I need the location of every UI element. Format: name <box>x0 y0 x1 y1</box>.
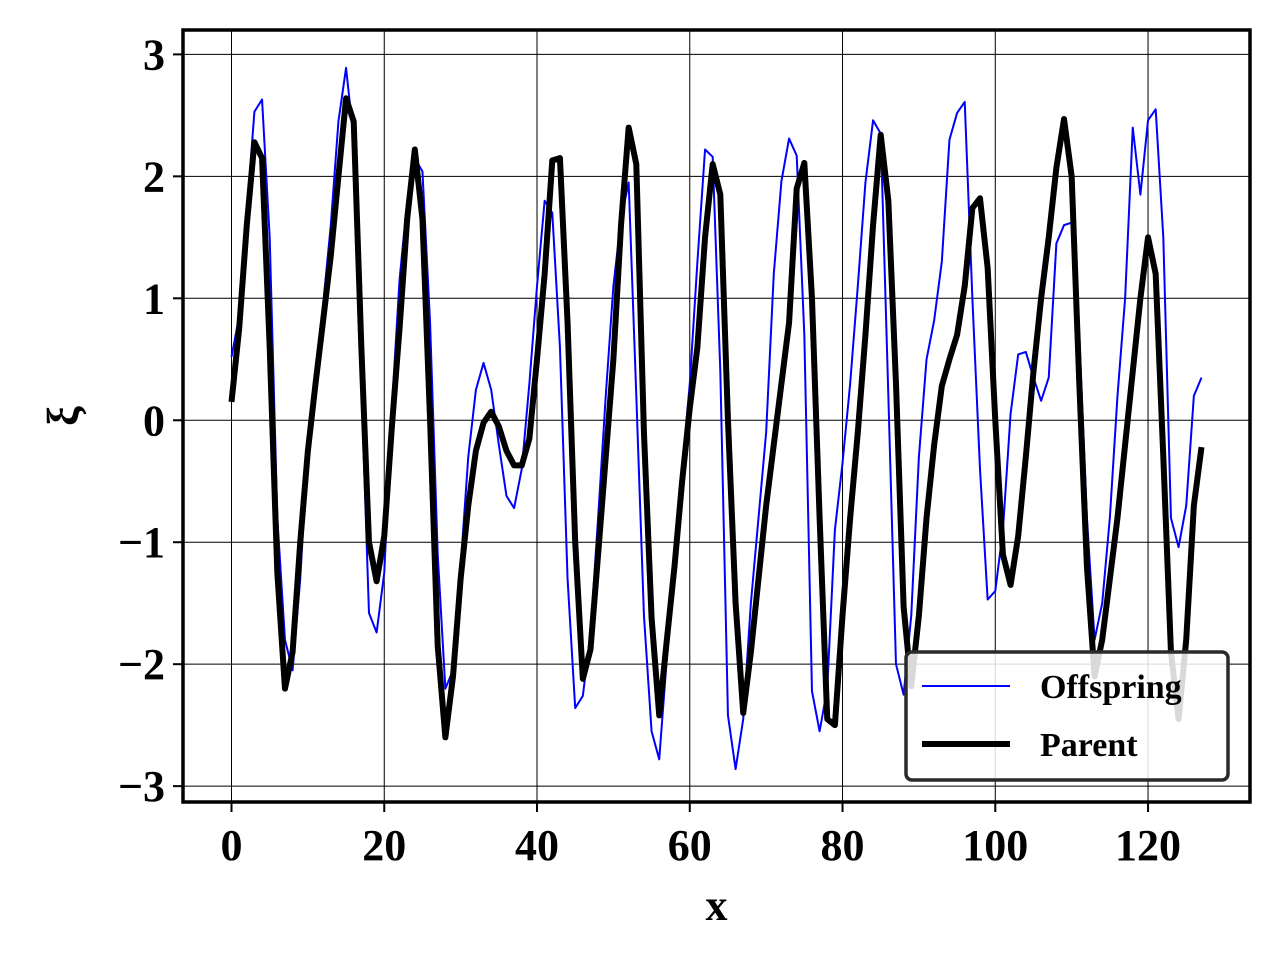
y-tick-label: −3 <box>118 762 165 811</box>
tick-layer: 0 20 40 60 80 100 120 3 2 1 0 −1 −2 −3 <box>118 30 1181 870</box>
y-tick-label: 2 <box>143 152 165 201</box>
x-tick-label: 100 <box>962 821 1028 870</box>
y-tick-label: −1 <box>118 518 165 567</box>
x-tick-label: 0 <box>221 821 243 870</box>
x-axis-label: x <box>706 881 728 930</box>
grid-layer <box>183 30 1250 802</box>
y-axis-label: ξ <box>39 406 88 426</box>
y-tick-label: −2 <box>118 640 165 689</box>
series-layer <box>228 66 1205 771</box>
x-tick-label: 20 <box>362 821 406 870</box>
y-tick-label: 3 <box>143 30 165 79</box>
y-tick-label: 1 <box>143 274 165 323</box>
legend-offspring-label: Offspring <box>1040 669 1182 706</box>
plot-area-frame <box>181 28 1252 804</box>
x-tick-label: 120 <box>1115 821 1181 870</box>
legend-box <box>904 650 1230 782</box>
legend: Offspring Parent <box>904 650 1230 782</box>
y-tick-label: 0 <box>143 396 165 445</box>
x-tick-label: 40 <box>515 821 559 870</box>
legend-parent-label: Parent <box>1040 727 1138 764</box>
x-tick-label: 80 <box>821 821 865 870</box>
x-tick-label: 60 <box>668 821 712 870</box>
series-line-parent <box>228 95 1205 741</box>
